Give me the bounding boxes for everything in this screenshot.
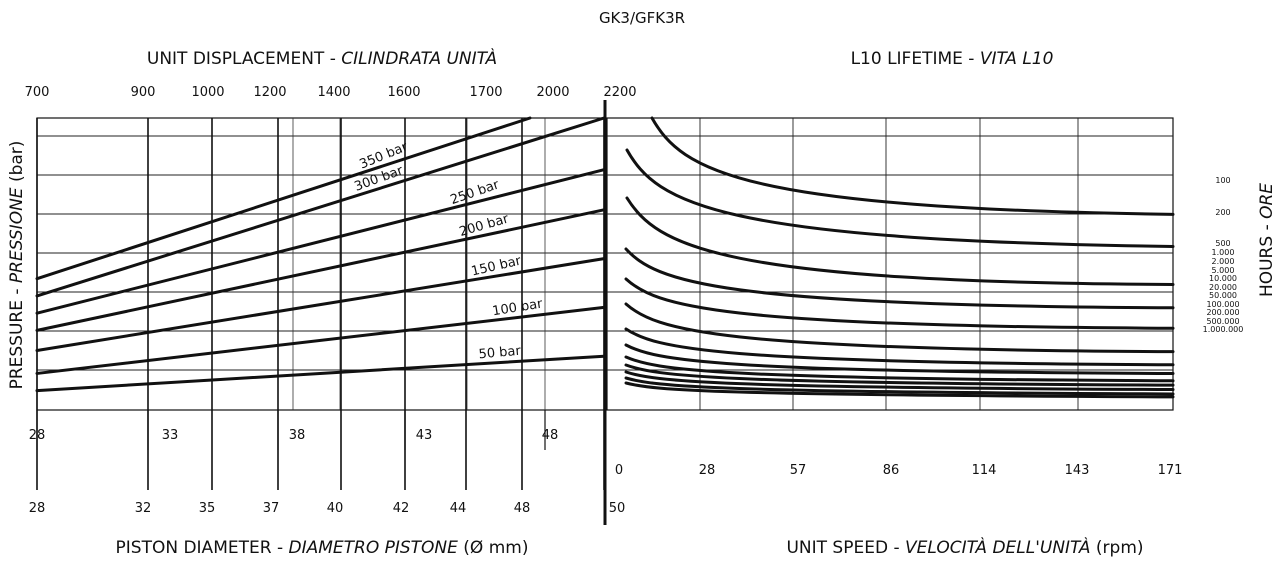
left-top-label-italic: CILINDRATA UNITÀ bbox=[341, 47, 497, 69]
left-bottom-label-unit: (Ø mm) bbox=[458, 538, 529, 558]
left-lower-bottom-tick-label: 50 bbox=[609, 501, 626, 516]
hours-label: 2.000 bbox=[1212, 257, 1235, 266]
pressure-curve bbox=[35, 354, 606, 393]
hours-label: 1.000 bbox=[1212, 248, 1235, 257]
left-y-label-unit: (bar) bbox=[7, 141, 27, 188]
hours-label: 10.000 bbox=[1209, 274, 1237, 283]
right-x-tick-label: 143 bbox=[1065, 463, 1090, 478]
left-y-label-italic: PRESSIONE bbox=[7, 187, 27, 283]
right-top-label: L10 LIFETIME - VITA L10 bbox=[851, 49, 1054, 69]
hours-label: 5.000 bbox=[1212, 266, 1235, 275]
pressure-curve-label: 50 bar bbox=[478, 344, 522, 363]
left-lower-bottom-ticks: 28 32 35 37 40 42 44 48 50 bbox=[29, 501, 626, 516]
right-x-tick-label: 114 bbox=[972, 463, 997, 478]
left-top-ticks: 700 900 1000 1200 1400 1600 1700 2000 2200 bbox=[25, 85, 637, 100]
left-top-tick-label: 700 bbox=[25, 85, 50, 100]
left-lower-bottom-tick-label: 37 bbox=[263, 501, 280, 516]
right-bottom-label-italic: VELOCITÀ DELL'UNITÀ bbox=[905, 536, 1091, 558]
left-upper-bottom-ticks: 28 33 38 43 48 bbox=[29, 428, 559, 443]
right-x-tick-label: 57 bbox=[790, 463, 807, 478]
lifetime-curve bbox=[624, 370, 1175, 392]
right-top-label-italic: VITA L10 bbox=[980, 49, 1054, 69]
right-bottom-label: UNIT SPEED - VELOCITÀ DELL'UNITÀ (rpm) bbox=[786, 536, 1143, 558]
right-top-label-main: L10 LIFETIME - bbox=[851, 49, 980, 69]
pressure-curve bbox=[35, 168, 606, 315]
left-top-tick-label: 1000 bbox=[191, 85, 224, 100]
left-y-label: PRESSURE - PRESSIONE (bar) bbox=[7, 141, 27, 390]
left-top-tick-label: 2200 bbox=[603, 85, 636, 100]
right-x-ticks: 0 28 57 86 114 143 171 bbox=[615, 463, 1183, 478]
left-grid bbox=[37, 118, 604, 410]
left-top-tick-label: 900 bbox=[131, 85, 156, 100]
right-hours-label: HOURS - ORE bbox=[1257, 183, 1277, 297]
left-bottom-label-main: PISTON DIAMETER - bbox=[116, 538, 289, 558]
lifetime-curve bbox=[624, 247, 1175, 310]
left-lower-bottom-tick-label: 42 bbox=[393, 501, 410, 516]
left-upper-bottom-tick-label: 33 bbox=[162, 428, 179, 443]
lifetime-curve bbox=[624, 277, 1175, 330]
left-upper-bottom-tick-label: 38 bbox=[289, 428, 306, 443]
left-upper-bottom-tick-label: 43 bbox=[416, 428, 433, 443]
hours-label: 500.000 bbox=[1206, 317, 1239, 326]
right-hours-labels: 100 200 5001.0002.0005.00010.00020.00050.0… bbox=[1203, 176, 1244, 334]
lifetime-curve bbox=[625, 148, 1175, 248]
lifetime-curve bbox=[624, 355, 1175, 383]
lifetime-curve bbox=[650, 116, 1175, 216]
hours-label: 50.000 bbox=[1209, 291, 1237, 300]
left-top-tick-label: 1700 bbox=[469, 85, 502, 100]
right-x-tick-label: 171 bbox=[1158, 463, 1183, 478]
lifetime-curve bbox=[625, 196, 1175, 286]
lifetime-curve bbox=[624, 343, 1175, 375]
left-lower-bottom-tick-label: 44 bbox=[450, 501, 467, 516]
left-top-label: UNIT DISPLACEMENT - CILINDRATA UNITÀ bbox=[147, 47, 497, 69]
left-top-tick-label: 1200 bbox=[253, 85, 286, 100]
right-grid bbox=[607, 118, 1173, 410]
right-hours-label-main: HOURS - bbox=[1257, 219, 1277, 297]
lifetime-curve bbox=[624, 302, 1175, 354]
left-lower-bottom-tick-label: 40 bbox=[327, 501, 344, 516]
left-top-label-main: UNIT DISPLACEMENT - bbox=[147, 49, 341, 69]
hours-label: 100 bbox=[1215, 176, 1230, 185]
right-plot-frame bbox=[606, 117, 1174, 411]
pressure-curve bbox=[35, 116, 532, 281]
left-bottom-label: PISTON DIAMETER - DIAMETRO PISTONE (Ø mm… bbox=[116, 538, 529, 558]
hours-label: 500 bbox=[1215, 239, 1230, 248]
hours-label: 20.000 bbox=[1209, 283, 1237, 292]
hours-label: 200 bbox=[1215, 208, 1230, 217]
left-pressure-curves bbox=[35, 116, 606, 393]
right-lifetime-curves bbox=[624, 116, 1175, 399]
left-upper-bottom-tick-label: 48 bbox=[542, 428, 559, 443]
right-x-tick-label: 28 bbox=[699, 463, 716, 478]
left-top-tick-label: 2000 bbox=[536, 85, 569, 100]
left-lower-bottom-tick-label: 32 bbox=[135, 501, 152, 516]
left-top-tick-label: 1400 bbox=[317, 85, 350, 100]
hours-label: 1.000.000 bbox=[1203, 325, 1244, 334]
pressure-curve bbox=[35, 305, 606, 375]
right-bottom-label-main: UNIT SPEED - bbox=[786, 538, 905, 558]
left-lower-bottom-tick-label: 48 bbox=[514, 501, 531, 516]
lifetime-curve bbox=[624, 327, 1175, 367]
pressure-curve-label: 350 bar bbox=[357, 139, 410, 172]
pressure-curve bbox=[35, 116, 606, 298]
hours-label: 200.000 bbox=[1206, 308, 1239, 317]
left-top-tick-label: 1600 bbox=[387, 85, 420, 100]
right-bottom-label-unit: (rpm) bbox=[1091, 538, 1144, 558]
lifetime-curve bbox=[624, 376, 1175, 396]
right-hours-label-italic: ORE bbox=[1257, 183, 1277, 219]
pressure-curve bbox=[35, 208, 606, 332]
left-bottom-label-italic: DIAMETRO PISTONE bbox=[288, 538, 458, 558]
lifetime-curve bbox=[624, 381, 1175, 399]
left-lower-bottom-tick-label: 28 bbox=[29, 501, 46, 516]
lifetime-curve bbox=[624, 363, 1175, 387]
left-y-label-main: PRESSURE - bbox=[7, 283, 27, 389]
left-lower-bottom-tick-label: 35 bbox=[199, 501, 216, 516]
left-upper-bottom-tick-label: 28 bbox=[29, 428, 46, 443]
chart-title: GK3/GFK3R bbox=[599, 9, 685, 27]
right-x-tick-label: 86 bbox=[883, 463, 900, 478]
hours-label: 100.000 bbox=[1206, 300, 1239, 309]
right-x-tick-label: 0 bbox=[615, 463, 623, 478]
pressure-curve bbox=[35, 257, 606, 352]
